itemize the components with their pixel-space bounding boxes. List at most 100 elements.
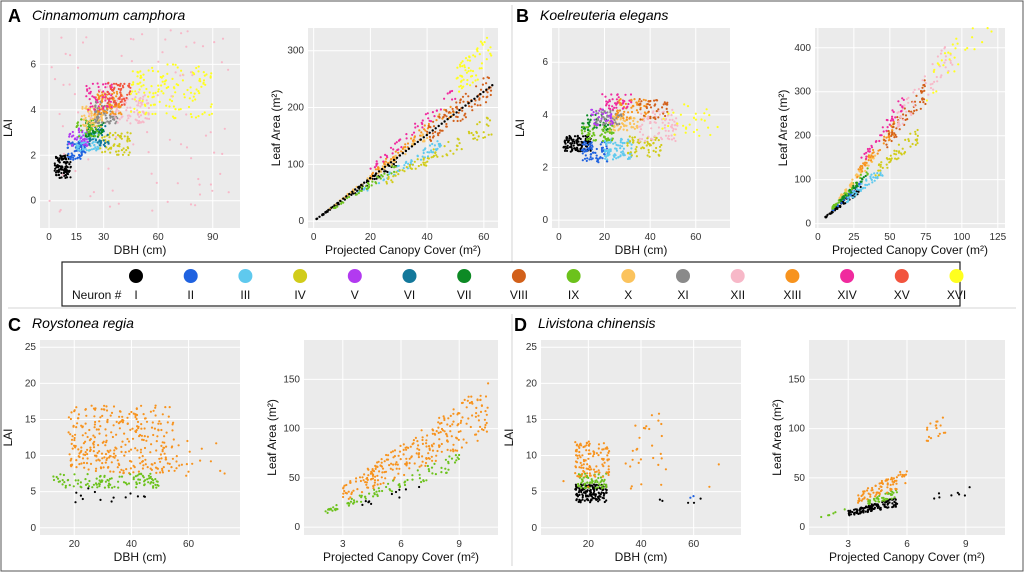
data-point-i [699,497,702,500]
data-point-i [434,127,437,130]
data-point-i [577,500,580,503]
y-tick-label: 100 [283,424,300,435]
data-point-ix [109,483,112,486]
data-point-iii [879,172,882,175]
data-point-xii [664,117,668,121]
data-point-xiv [609,107,612,111]
data-point-xiii [859,165,862,168]
data-point-i [598,498,601,501]
data-point-viii [642,114,646,117]
data-point-viii [902,113,905,116]
data-point-i [93,490,96,494]
data-point-xiii [578,446,581,449]
data-point-ix [97,134,100,137]
x-tick-label: 60 [478,232,490,243]
data-point-xiii [875,491,878,494]
data-point-i [63,169,66,172]
data-point-ix [62,473,65,477]
data-point-vii [852,184,855,187]
data-point-xiii [874,484,877,487]
data-point-xi [614,121,617,124]
data-point-xiii [365,483,368,486]
data-point-iii [92,147,95,150]
data-point-x [84,107,87,110]
data-point-iv [487,133,490,136]
data-point-xvi [466,59,469,62]
data-point-xii [121,115,124,118]
data-point-x [88,109,92,112]
legend-marker-i [129,269,143,283]
data-point-xvi [157,84,160,87]
data-point-xiii [630,98,633,101]
data-point-ii [597,161,600,164]
data-point-xiii [878,487,881,490]
data-point-xii [666,137,670,140]
data-point-i [363,181,366,184]
data-point-iii [847,198,850,202]
panel-letter-d: D [514,315,527,335]
data-point-xii [148,117,151,120]
data-point-iii [619,141,622,144]
data-point-iii [416,155,419,158]
points [48,29,230,213]
data-point-xii [912,101,915,104]
data-point-v [611,122,614,125]
data-point-i [592,491,595,494]
data-point-ii [71,154,74,157]
data-point-x [80,115,83,118]
data-point-ix [68,484,71,487]
data-point-xi [109,116,112,119]
data-point-xiii [102,440,105,443]
data-point-xiii [95,467,98,470]
data-point-i [55,165,58,168]
data-point-iii [615,157,618,160]
data-point-viii [445,122,448,126]
data-point-v [606,119,610,122]
data-point-i [455,111,458,114]
data-point-xiii [372,485,375,488]
data-point-ix [859,176,862,180]
data-point-ix [377,487,380,490]
data-point-xvi [973,48,976,51]
legend-items: I II III IV V VI VII VIII IX X XI XII XIII XIV XV XVI [129,269,966,302]
data-point-ii [584,154,587,157]
data-point-ix [392,479,395,482]
data-point-xiv [611,98,614,101]
data-point-xiii [365,481,368,484]
data-point-iv [893,149,896,152]
data-point-ii [80,154,83,157]
data-point-xiii [937,434,940,438]
data-point-iv [128,139,131,142]
data-point-xiii [121,421,124,424]
data-point-iii [422,151,425,155]
data-point-xiii [660,434,663,438]
data-point-xiii [634,424,637,427]
data-point-ix [589,481,592,484]
data-point-ix [430,466,434,469]
data-point-vii [839,199,843,202]
data-point-ix [84,483,88,486]
data-point-xiii [587,485,590,488]
data-point-viii [924,102,927,106]
data-point-xiv [870,144,873,147]
data-point-vii [84,135,87,138]
data-point-xi [600,111,603,114]
data-point-xiii [880,479,884,483]
data-point-iv [879,163,882,166]
data-point-xiii [593,451,596,454]
data-point-ix [582,125,585,128]
data-point-ix [601,484,604,487]
data-point-ix [367,183,370,186]
data-point-iv [901,147,904,150]
y-tick-label: 100 [794,175,811,186]
data-point-xiii [585,441,588,444]
data-point-iii [397,164,400,167]
data-point-i [658,498,662,501]
data-point-ix [587,126,590,129]
y-tick-label: 6 [30,59,36,70]
data-point-xiii [421,455,424,458]
data-point-xi [109,119,112,123]
data-point-ix [104,480,107,483]
data-point-iv [424,161,427,164]
